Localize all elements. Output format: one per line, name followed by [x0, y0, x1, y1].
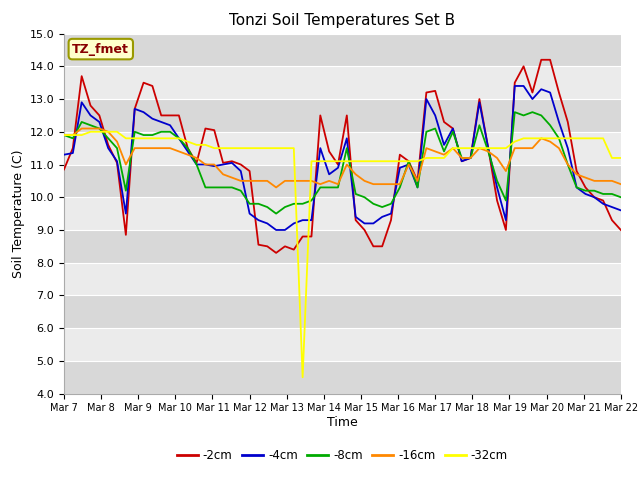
Bar — [64, 197, 621, 230]
Bar — [64, 230, 621, 263]
Legend: -2cm, -4cm, -8cm, -16cm, -32cm: -2cm, -4cm, -8cm, -16cm, -32cm — [172, 444, 513, 467]
X-axis label: Time: Time — [327, 416, 358, 429]
Bar — [64, 34, 621, 66]
Bar — [64, 66, 621, 99]
Bar — [64, 361, 621, 394]
Bar — [64, 328, 621, 361]
Bar — [64, 295, 621, 328]
Title: Tonzi Soil Temperatures Set B: Tonzi Soil Temperatures Set B — [229, 13, 456, 28]
Bar — [64, 165, 621, 197]
Bar — [64, 132, 621, 165]
Y-axis label: Soil Temperature (C): Soil Temperature (C) — [12, 149, 26, 278]
Bar — [64, 99, 621, 132]
Text: TZ_fmet: TZ_fmet — [72, 43, 129, 56]
Bar — [64, 263, 621, 295]
